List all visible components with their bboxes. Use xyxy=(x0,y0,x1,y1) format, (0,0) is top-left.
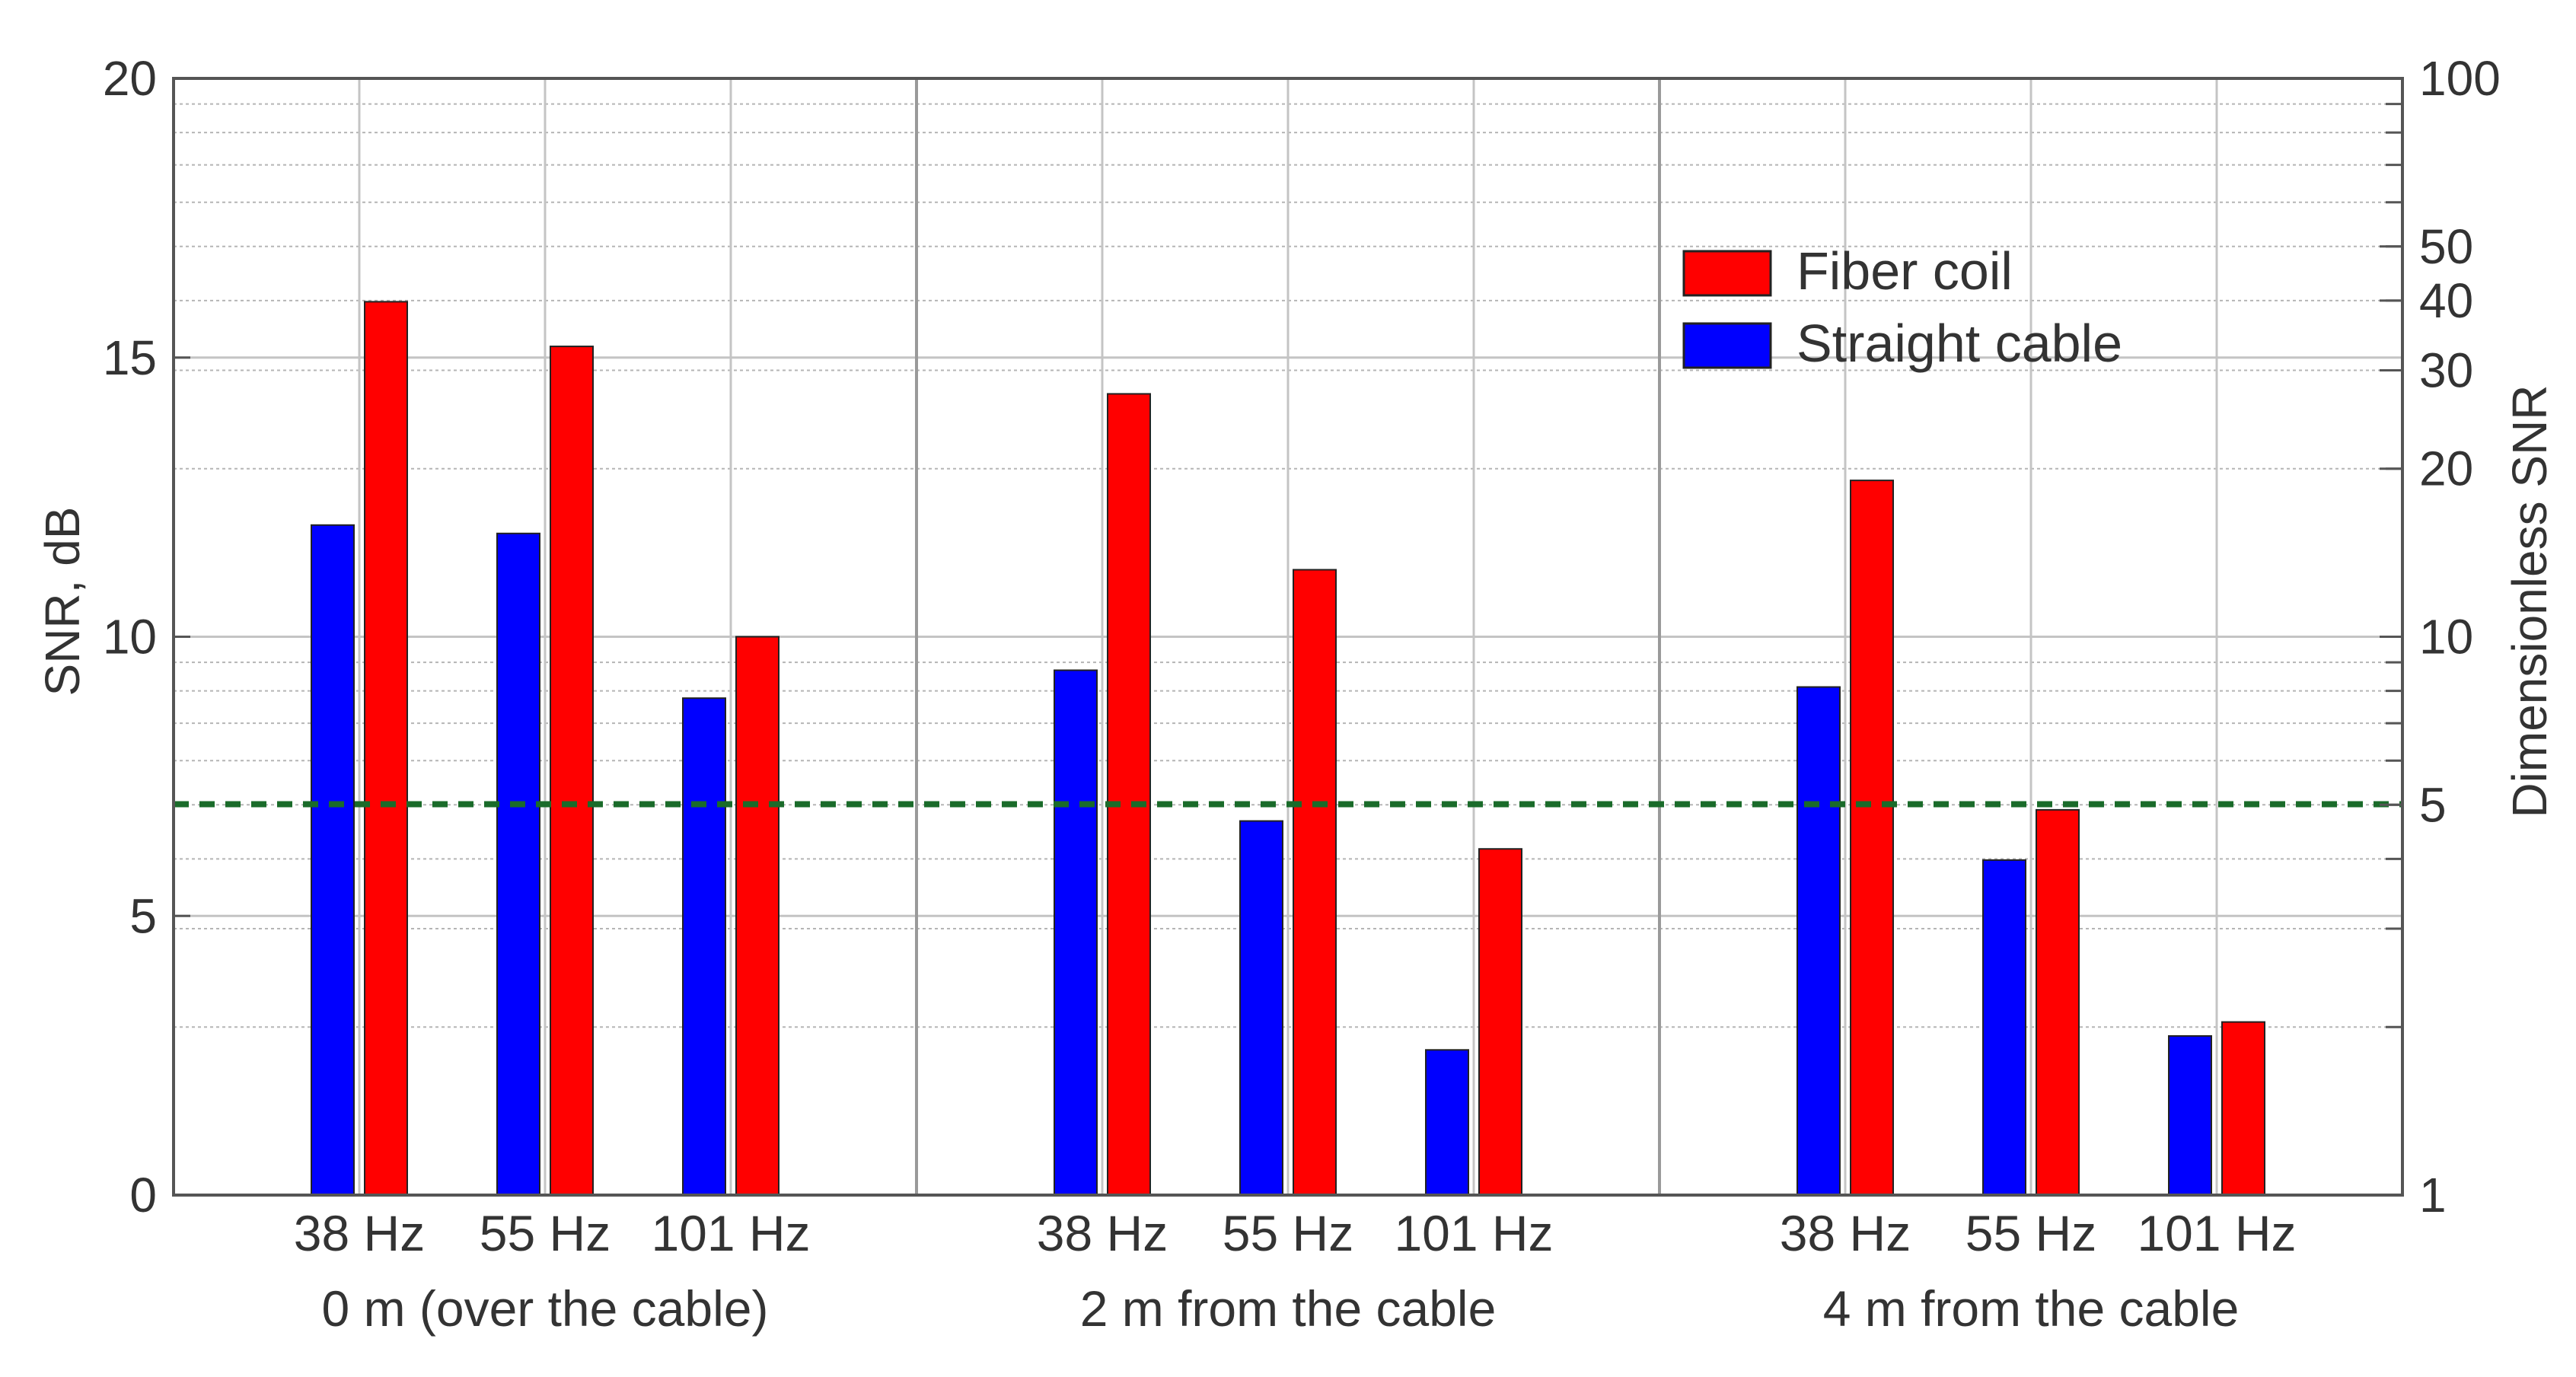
group-label: 2 m from the cable xyxy=(1080,1280,1497,1337)
y-tick-label: 20 xyxy=(103,51,157,106)
y2-tick-label: 5 xyxy=(2419,777,2447,832)
legend-label: Fiber coil xyxy=(1797,241,2013,301)
axes xyxy=(172,77,2404,1197)
x-labels: 38 Hz 55 Hz 101 Hz 0 m (over the cable) 38 H… xyxy=(294,1205,2297,1337)
x-tick-label: 101 Hz xyxy=(1394,1205,1553,1261)
y-tick-label: 15 xyxy=(103,330,157,385)
y-tick-label: 10 xyxy=(103,610,157,665)
bar-fiber-coil xyxy=(364,301,408,1196)
bar-fiber-coil xyxy=(1107,393,1151,1196)
legend: Fiber coil Straight cable xyxy=(1682,241,2122,373)
x-tick-label: 38 Hz xyxy=(1037,1205,1168,1261)
bar-straight-cable xyxy=(1054,669,1098,1196)
bar-fiber-coil xyxy=(2036,808,2080,1196)
bar-straight-cable xyxy=(1425,1049,1469,1197)
bar-fiber-coil xyxy=(550,346,594,1197)
bar-straight-cable xyxy=(311,524,355,1196)
bar-straight-cable xyxy=(1797,686,1841,1196)
bar-fiber-coil xyxy=(1293,569,1337,1196)
y2-axis-label: Dimensionless SNR xyxy=(2502,384,2557,818)
x-tick-label: 38 Hz xyxy=(1780,1205,1911,1261)
bar-straight-cable xyxy=(496,532,540,1196)
legend-swatch xyxy=(1682,250,1772,297)
group-label: 4 m from the cable xyxy=(1823,1280,2240,1337)
x-tick-label: 101 Hz xyxy=(651,1205,810,1261)
bar-fiber-coil xyxy=(735,636,779,1196)
y2-tick-label: 50 xyxy=(2419,219,2473,274)
legend-swatch xyxy=(1682,322,1772,369)
x-tick-label: 38 Hz xyxy=(294,1205,425,1261)
y-tick-label: 0 xyxy=(129,1168,157,1222)
x-tick-label: 55 Hz xyxy=(1965,1205,2096,1261)
group-label: 0 m (over the cable) xyxy=(322,1280,769,1337)
legend-label: Straight cable xyxy=(1797,314,2122,373)
y2-tick-label: 30 xyxy=(2419,343,2473,398)
x-tick-label: 101 Hz xyxy=(2137,1205,2296,1261)
plot-frame xyxy=(172,77,2404,1197)
bars xyxy=(311,301,2265,1197)
y2-tick-label: 20 xyxy=(2419,441,2473,496)
y2-tick-label: 1 xyxy=(2419,1168,2447,1222)
bar-straight-cable xyxy=(1982,859,2026,1197)
bar-straight-cable xyxy=(682,697,726,1196)
y2-tick-label: 10 xyxy=(2419,610,2473,665)
bar-straight-cable xyxy=(2168,1034,2212,1197)
major-grid xyxy=(174,78,2402,1195)
y-axis-label: SNR, dB xyxy=(35,507,90,696)
bar-straight-cable xyxy=(1239,820,1283,1197)
y-tick-label: 5 xyxy=(129,888,157,943)
y2-tick-label: 40 xyxy=(2419,273,2473,328)
bar-fiber-coil xyxy=(1850,480,1894,1196)
x-tick-label: 55 Hz xyxy=(1223,1205,1353,1261)
y2-tick-label: 100 xyxy=(2419,51,2501,106)
bar-fiber-coil xyxy=(1478,848,1522,1196)
bar-fiber-coil xyxy=(2221,1021,2265,1196)
x-tick-label: 55 Hz xyxy=(480,1205,611,1261)
